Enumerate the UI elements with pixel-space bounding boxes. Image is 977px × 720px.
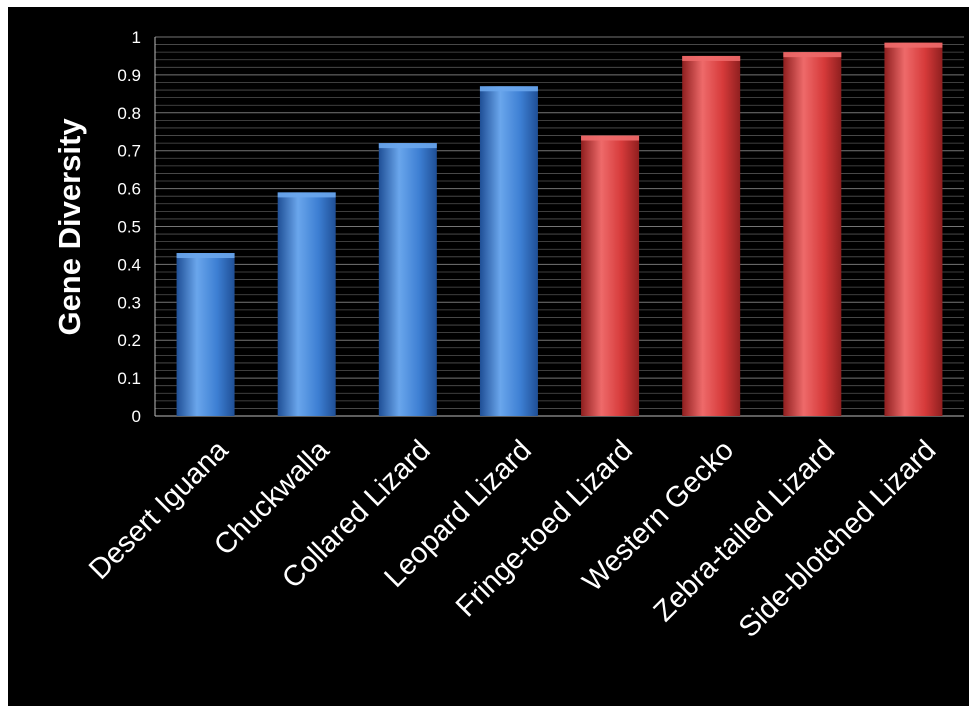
bar-cap [277, 192, 336, 198]
y-axis-label: Gene Diversity [52, 118, 87, 336]
bar-cap [176, 253, 235, 259]
bar-cap [378, 143, 437, 149]
y-tick-label: 0.8 [117, 104, 141, 123]
y-tick-label: 1 [132, 28, 141, 47]
y-tick-label: 0.6 [117, 180, 141, 199]
bar [884, 42, 943, 417]
bar-cap [682, 55, 741, 61]
y-tick-label: 0.1 [117, 369, 141, 388]
bar [682, 55, 741, 416]
bar [277, 192, 336, 416]
chart-frame: 0 0.1 0.2 0.3 0.4 0.5 0.6 0.7 0.8 0.9 1 Desert Igu… [8, 7, 969, 706]
y-tick-label: 0.5 [117, 218, 141, 237]
y-tick-label: 0.3 [117, 293, 141, 312]
bar-cap [884, 42, 943, 48]
y-tick-labels: 0 0.1 0.2 0.3 0.4 0.5 0.6 0.7 0.8 0.9 1 [117, 28, 141, 426]
bars [176, 42, 943, 417]
bar [176, 253, 235, 416]
bar-cap [581, 135, 640, 141]
bar-cap [783, 52, 842, 58]
grid-lines [155, 36, 964, 417]
bar-cap [479, 86, 538, 92]
bar [479, 86, 538, 417]
category-label: Zebra-tailed Lizard [648, 434, 842, 628]
y-tick-label: 0 [132, 407, 141, 426]
bar-chart: 0 0.1 0.2 0.3 0.4 0.5 0.6 0.7 0.8 0.9 1 Desert Igu… [52, 28, 964, 644]
category-label: Fringe-toed Lizard [450, 434, 639, 623]
y-tick-label: 0.9 [117, 66, 141, 85]
bar [378, 143, 437, 416]
category-label: Desert Iguana [83, 434, 235, 586]
y-tick-label: 0.7 [117, 142, 141, 161]
y-tick-label: 0.2 [117, 331, 141, 350]
y-tick-label: 0.4 [117, 255, 141, 274]
bar [581, 135, 640, 417]
bar [783, 52, 842, 416]
category-label: Side-blotched Lizard [733, 434, 943, 644]
